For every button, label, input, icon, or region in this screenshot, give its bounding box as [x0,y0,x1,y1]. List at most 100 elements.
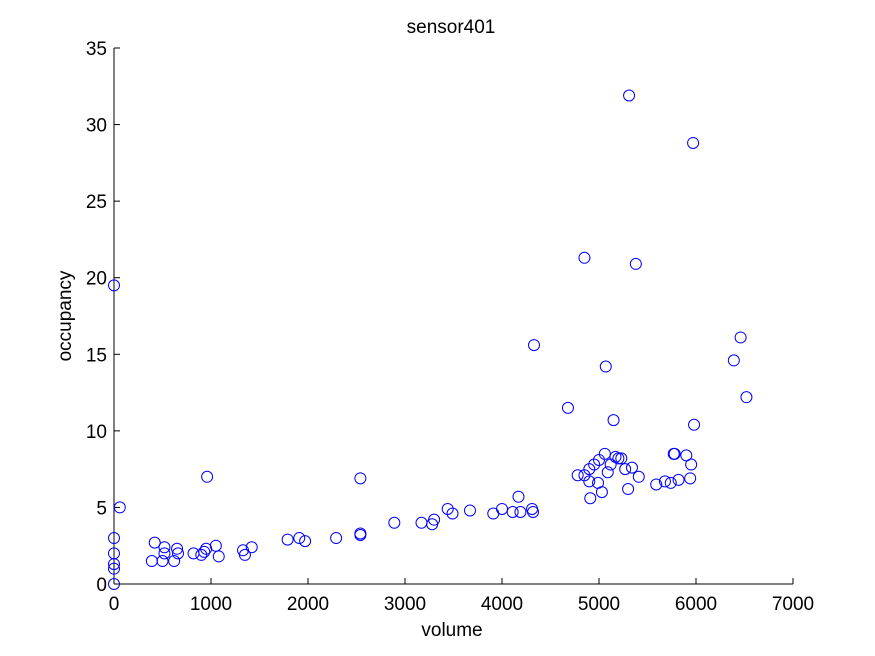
data-point [583,475,596,488]
data-point [527,506,540,519]
data-point [113,501,126,514]
data-point [528,339,541,352]
data-point [680,449,693,462]
data-point [158,541,171,554]
x-tick-label: 7000 [772,594,814,615]
data-point [685,458,698,471]
tick-marks [113,47,794,585]
data-point [514,506,527,519]
data-point [629,257,642,270]
data-point [354,528,367,541]
data-point [428,513,441,526]
data-point [187,547,200,560]
data-point [330,532,343,545]
data-point [672,473,685,486]
axes [113,48,793,585]
data-point [561,401,574,414]
y-tick-label: 30 [86,116,107,137]
data-point [446,507,459,520]
data-point [578,251,591,264]
data-point [588,458,601,471]
data-point [583,463,596,476]
y-tick-label: 15 [86,345,107,366]
data-point [734,331,747,344]
y-tick-label: 5 [96,498,107,519]
data-point [601,466,614,479]
data-point [687,136,700,149]
data-point [615,452,628,465]
data-point [512,490,525,503]
x-tick-label: 0 [109,594,120,615]
x-tick-label: 6000 [675,594,717,615]
data-point [632,470,645,483]
data-point [293,532,306,545]
data-point [623,89,636,102]
data-point [664,476,677,489]
data-point [593,453,605,466]
data-point [727,354,740,367]
data-point [688,418,701,431]
data-point [245,541,258,554]
data-point [607,414,620,427]
data-point [195,548,208,561]
data-point [487,507,500,520]
chart-title: sensor401 [407,17,496,38]
data-point [108,562,120,575]
data-point [212,550,225,563]
y-tick-label: 0 [96,575,107,596]
data-point [201,470,214,483]
data-point [281,533,294,546]
data-point [156,555,169,568]
x-tick-label: 2000 [287,594,329,615]
y-axis-label: occupancy [55,270,76,361]
data-point [668,447,681,460]
data-point [238,548,251,561]
data-point [598,447,611,460]
data-point [584,492,597,505]
data-point [463,504,476,517]
data-point [658,475,671,488]
data-point [108,547,120,560]
y-tick-label: 25 [86,192,107,213]
data-point [667,447,680,460]
data-point [571,469,584,482]
x-tick-label: 5000 [578,594,620,615]
data-point [158,547,171,560]
x-tick-label: 1000 [190,594,232,615]
data-point [625,461,638,474]
y-tick-label: 35 [86,39,107,60]
data-point [299,535,312,548]
data-point [578,469,591,482]
y-tick-label: 20 [86,269,107,290]
data-point [198,545,211,558]
data-point [441,502,454,515]
x-tick-label: 3000 [384,594,426,615]
x-axis-label: volume [421,620,482,641]
data-point [108,279,120,292]
data-points [108,89,753,590]
data-point [145,555,158,568]
tick-labels: 0 1000 2000 3000 4000 5000 6000 7000 0 5 10 15 20 25 3… [86,39,814,615]
data-point [108,578,120,590]
data-point [595,486,608,499]
data-point [496,502,508,515]
data-point [168,555,181,568]
data-point [604,458,617,471]
data-point [171,542,184,555]
data-point [388,516,401,529]
data-point [609,450,622,463]
data-point [506,506,519,519]
data-point [622,483,635,496]
data-point [619,463,632,476]
data-point [740,391,753,404]
data-point [354,472,367,485]
data-point [209,539,222,552]
data-point [612,452,625,465]
data-point [148,536,161,549]
data-point [684,472,697,485]
y-tick-label: 10 [86,422,107,443]
data-point [108,532,120,545]
data-point [650,478,663,491]
